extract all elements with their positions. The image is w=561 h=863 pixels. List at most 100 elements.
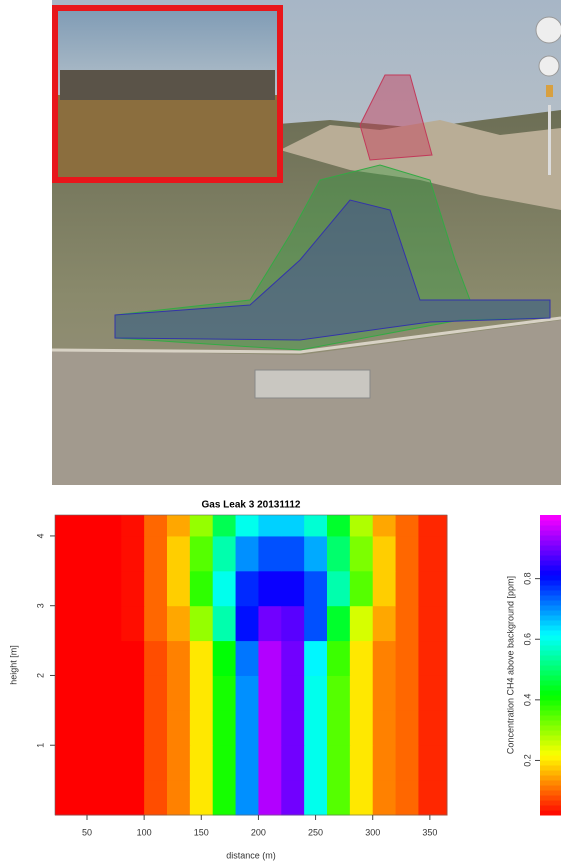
x-axis-label: distance (m) [226, 850, 276, 860]
heatmap-cell [98, 675, 121, 710]
heatmap-cell [396, 745, 419, 780]
heatmap-cell [373, 641, 396, 676]
heatmap-cell [304, 571, 327, 606]
heatmap-cell [121, 641, 144, 676]
page: {"chart_data": { "type": "heatmap", "tit… [0, 0, 561, 863]
heatmap-cell [373, 606, 396, 641]
heatmap-cell [396, 571, 419, 606]
heatmap-cell [236, 606, 259, 641]
x-tick-label: 250 [308, 827, 323, 837]
heatmap-cell [213, 515, 236, 536]
heatmap [55, 515, 448, 816]
heatmap-cell [98, 745, 121, 780]
heatmap-cell [144, 536, 167, 571]
heatmap-cell [373, 710, 396, 745]
heatmap-cell [167, 515, 190, 536]
heatmap-cell [418, 641, 447, 676]
zoom-slider[interactable] [548, 105, 551, 175]
x-tick-label: 100 [137, 827, 152, 837]
heatmap-cell [76, 745, 99, 780]
heatmap-cell [190, 745, 213, 780]
heatmap-cell [396, 641, 419, 676]
heatmap-cell [304, 675, 327, 710]
heatmap-cell [281, 780, 304, 815]
heatmap-cell [55, 606, 76, 641]
y-axis-label: height [m] [8, 645, 18, 685]
heatmap-cell [373, 515, 396, 536]
colorbar-swatch [540, 755, 561, 761]
x-tick-label: 300 [365, 827, 380, 837]
heatmap-cell [396, 606, 419, 641]
nav-control[interactable] [539, 56, 559, 76]
colorbar-swatch [540, 775, 561, 781]
heatmap-cell [281, 641, 304, 676]
heatmap-cell [236, 675, 259, 710]
colorbar-swatch [540, 520, 561, 526]
heatmap-cell [121, 571, 144, 606]
colorbar-swatch [540, 575, 561, 581]
colorbar-swatch [540, 630, 561, 636]
colorbar-swatch [540, 660, 561, 666]
inset-photo [55, 8, 280, 180]
heatmap-cell [167, 745, 190, 780]
colorbar-swatch [540, 615, 561, 621]
heatmap-cell [350, 606, 373, 641]
heatmap-cell [281, 606, 304, 641]
x-tick-label: 200 [251, 827, 266, 837]
heatmap-cell [190, 675, 213, 710]
heatmap-cell [258, 641, 281, 676]
heatmap-cell [76, 710, 99, 745]
heatmap-cell [418, 515, 447, 536]
heatmap-cell [236, 515, 259, 536]
colorbar-swatch [540, 710, 561, 716]
heatmap-cell [190, 571, 213, 606]
photo-ground [55, 95, 280, 180]
heatmap-cell [258, 536, 281, 571]
colorbar-swatch [540, 590, 561, 596]
pegman[interactable] [546, 85, 553, 97]
heatmap-cell [236, 710, 259, 745]
heatmap-cell [236, 641, 259, 676]
colorbar-swatch [540, 640, 561, 646]
heatmap-cell [396, 710, 419, 745]
heatmap-cell [144, 675, 167, 710]
colorbar-swatch [540, 800, 561, 806]
heatmap-cell [327, 710, 350, 745]
heatmap-cell [213, 745, 236, 780]
heatmap-cell [76, 571, 99, 606]
heatmap-cell [418, 710, 447, 745]
colorbar-swatch [540, 735, 561, 741]
heatmap-cell [167, 675, 190, 710]
heatmap-cell [327, 536, 350, 571]
figure: Gas Leak 3 20131112 distance (m) height … [0, 0, 561, 863]
colorbar-tick-label: 0.6 [522, 633, 532, 646]
colorbar-swatch [540, 650, 561, 656]
colorbar-swatch [540, 690, 561, 696]
heatmap-cell [373, 745, 396, 780]
heatmap-cell [258, 571, 281, 606]
heatmap-cell [350, 780, 373, 815]
colorbar-swatch [540, 680, 561, 686]
colorbar-swatch [540, 580, 561, 586]
heatmap-cell [213, 536, 236, 571]
heatmap-cell [350, 675, 373, 710]
colorbar-swatch [540, 745, 561, 751]
heatmap-cell [76, 515, 99, 536]
heatmap-cell [258, 606, 281, 641]
heatmap-cell [396, 675, 419, 710]
colorbar-swatch [540, 540, 561, 546]
heatmap-cell [190, 710, 213, 745]
heatmap-cell [167, 606, 190, 641]
heatmap-cell [190, 641, 213, 676]
heatmap-cell [304, 536, 327, 571]
heatmap-cell [76, 536, 99, 571]
heatmap-cell [121, 780, 144, 815]
photo-fence [60, 70, 275, 100]
colorbar-swatch [540, 620, 561, 626]
heatmap-cell [418, 606, 447, 641]
nav-control[interactable] [536, 17, 561, 43]
colorbar-swatch [540, 715, 561, 721]
heatmap-cell [167, 641, 190, 676]
heatmap-cell [190, 606, 213, 641]
colorbar-swatch [540, 645, 561, 651]
